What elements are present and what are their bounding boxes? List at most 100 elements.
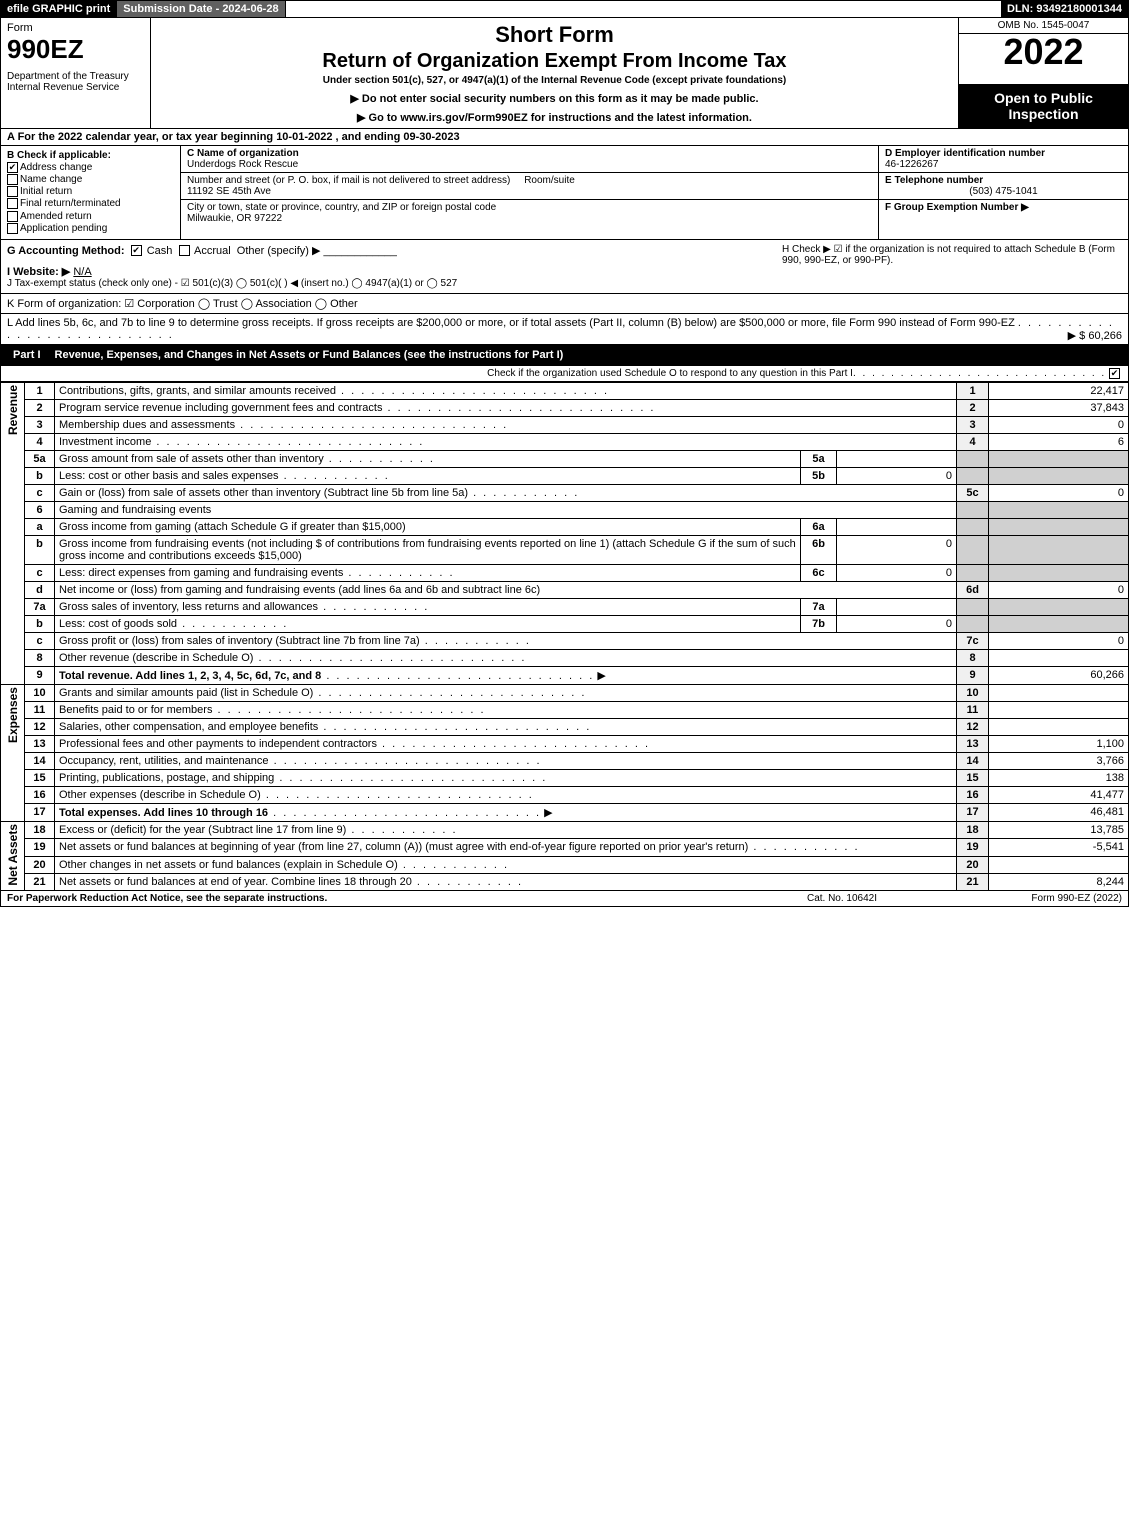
line-9-num: 9 bbox=[957, 666, 989, 684]
part-check-text: Check if the organization used Schedule … bbox=[487, 368, 853, 379]
g-cash[interactable]: Cash bbox=[147, 245, 173, 257]
part-title: Revenue, Expenses, and Changes in Net As… bbox=[55, 349, 1122, 361]
line-5a-subval bbox=[837, 450, 957, 467]
c-name-row: C Name of organization Underdogs Rock Re… bbox=[181, 146, 878, 173]
g-accrual[interactable]: Accrual bbox=[194, 245, 231, 257]
grey-cell bbox=[989, 535, 1129, 564]
top-bar: efile GRAPHIC print Submission Date - 20… bbox=[0, 0, 1129, 18]
line-7c-desc: Gross profit or (loss) from sales of inv… bbox=[55, 632, 957, 649]
chk-name-change[interactable]: Name change bbox=[7, 174, 174, 185]
revenue-side-label: Revenue bbox=[1, 382, 25, 684]
l-gross-receipts: L Add lines 5b, 6c, and 7b to line 9 to … bbox=[0, 314, 1129, 345]
line-15-desc: Printing, publications, postage, and shi… bbox=[55, 769, 957, 786]
website-value: N/A bbox=[73, 266, 91, 278]
line-10-val bbox=[989, 684, 1129, 701]
line-1-val: 22,417 bbox=[989, 382, 1129, 399]
i-label: I Website: ▶ bbox=[7, 266, 70, 278]
line-20-val bbox=[989, 856, 1129, 873]
checkbox-icon bbox=[7, 174, 18, 185]
grey-cell bbox=[989, 450, 1129, 467]
chk-amended-return[interactable]: Amended return bbox=[7, 211, 174, 222]
line-14-num: 14 bbox=[957, 752, 989, 769]
line-7a-desc: Gross sales of inventory, less returns a… bbox=[55, 598, 801, 615]
line-8-desc: Other revenue (describe in Schedule O) bbox=[55, 649, 957, 666]
line-6-desc: Gaming and fundraising events bbox=[55, 501, 957, 518]
form-number: 990EZ bbox=[7, 34, 144, 65]
line-15-num: 15 bbox=[957, 769, 989, 786]
line-6b-subnum: 6b bbox=[801, 535, 837, 564]
cat-no: Cat. No. 10642I bbox=[742, 893, 942, 904]
page-footer: For Paperwork Reduction Act Notice, see … bbox=[0, 891, 1129, 907]
grey-cell bbox=[989, 518, 1129, 535]
line-12-num: 12 bbox=[957, 718, 989, 735]
chk-initial-return[interactable]: Initial return bbox=[7, 186, 174, 197]
line-21-val: 8,244 bbox=[989, 874, 1129, 891]
line-16-desc: Other expenses (describe in Schedule O) bbox=[55, 786, 957, 803]
line-6d-val: 0 bbox=[989, 581, 1129, 598]
line-6b-subval: 0 bbox=[837, 535, 957, 564]
line-13-desc: Professional fees and other payments to … bbox=[55, 735, 957, 752]
line-3-val: 0 bbox=[989, 416, 1129, 433]
header-mid: Short Form Return of Organization Exempt… bbox=[151, 18, 958, 128]
line-11-num: 11 bbox=[957, 701, 989, 718]
line-1-desc: Contributions, gifts, grants, and simila… bbox=[55, 382, 957, 399]
line-4-desc: Investment income bbox=[55, 433, 957, 450]
h-schedule-b: H Check ▶ ☑ if the organization is not r… bbox=[782, 244, 1122, 289]
l-text: L Add lines 5b, 6c, and 7b to line 9 to … bbox=[7, 317, 1015, 329]
line-num: 1 bbox=[25, 382, 55, 399]
line-15-val: 138 bbox=[989, 769, 1129, 786]
form-header: Form 990EZ Department of the Treasury In… bbox=[0, 18, 1129, 129]
checkbox-icon bbox=[7, 186, 18, 197]
efile-label[interactable]: efile GRAPHIC print bbox=[1, 1, 117, 17]
goto-note: ▶ Go to www.irs.gov/Form990EZ for instru… bbox=[157, 111, 952, 124]
part-1-check: Check if the organization used Schedule … bbox=[0, 366, 1129, 382]
block-b-through-f: B Check if applicable: Address change Na… bbox=[0, 146, 1129, 240]
submission-date: Submission Date - 2024-06-28 bbox=[117, 1, 285, 17]
line-10-desc: Grants and similar amounts paid (list in… bbox=[55, 684, 957, 701]
form-word: Form bbox=[7, 22, 144, 34]
d-label: D Employer identification number bbox=[885, 148, 1045, 159]
l-amount: ▶ $ 60,266 bbox=[1068, 329, 1122, 342]
line-8-num: 8 bbox=[957, 649, 989, 666]
line-6a-subnum: 6a bbox=[801, 518, 837, 535]
checkbox-icon bbox=[7, 211, 18, 222]
line-5b-subval: 0 bbox=[837, 467, 957, 484]
header-left: Form 990EZ Department of the Treasury In… bbox=[1, 18, 151, 128]
grey-cell bbox=[957, 564, 989, 581]
row-a-tax-year: A For the 2022 calendar year, or tax yea… bbox=[0, 129, 1129, 146]
org-address: 11192 SE 45th Ave bbox=[187, 186, 271, 197]
part-1-table: Revenue 1 Contributions, gifts, grants, … bbox=[0, 382, 1129, 892]
line-13-val: 1,100 bbox=[989, 735, 1129, 752]
line-5c-val: 0 bbox=[989, 484, 1129, 501]
line-21-num: 21 bbox=[957, 874, 989, 891]
line-5a-subnum: 5a bbox=[801, 450, 837, 467]
line-5a-desc: Gross amount from sale of assets other t… bbox=[55, 450, 801, 467]
checkbox-icon bbox=[131, 245, 142, 256]
chk-application-pending[interactable]: Application pending bbox=[7, 223, 174, 234]
open-to-public: Open to Public Inspection bbox=[959, 84, 1128, 128]
row-g-h: G Accounting Method: Cash Accrual Other … bbox=[0, 240, 1129, 294]
line-6c-subval: 0 bbox=[837, 564, 957, 581]
org-name: Underdogs Rock Rescue bbox=[187, 159, 298, 170]
checkbox-icon[interactable] bbox=[1109, 368, 1120, 379]
line-11-desc: Benefits paid to or for members bbox=[55, 701, 957, 718]
line-14-desc: Occupancy, rent, utilities, and maintena… bbox=[55, 752, 957, 769]
line-10-num: 10 bbox=[957, 684, 989, 701]
line-7c-val: 0 bbox=[989, 632, 1129, 649]
f-label: F Group Exemption Number ▶ bbox=[885, 202, 1029, 213]
line-16-val: 41,477 bbox=[989, 786, 1129, 803]
g-other[interactable]: Other (specify) ▶ bbox=[237, 245, 321, 257]
chk-address-change[interactable]: Address change bbox=[7, 162, 174, 173]
line-6d-desc: Net income or (loss) from gaming and fun… bbox=[55, 581, 957, 598]
g-label: G Accounting Method: bbox=[7, 245, 125, 257]
line-1-num: 1 bbox=[957, 382, 989, 399]
checkbox-icon bbox=[7, 198, 18, 209]
chk-final-return[interactable]: Final return/terminated bbox=[7, 198, 174, 209]
line-17-val: 46,481 bbox=[989, 803, 1129, 821]
line-9-val: 60,266 bbox=[989, 666, 1129, 684]
line-6c-desc: Less: direct expenses from gaming and fu… bbox=[55, 564, 801, 581]
grey-cell bbox=[989, 467, 1129, 484]
line-16-num: 16 bbox=[957, 786, 989, 803]
room-suite-label: Room/suite bbox=[524, 175, 575, 186]
line-7a-subnum: 7a bbox=[801, 598, 837, 615]
